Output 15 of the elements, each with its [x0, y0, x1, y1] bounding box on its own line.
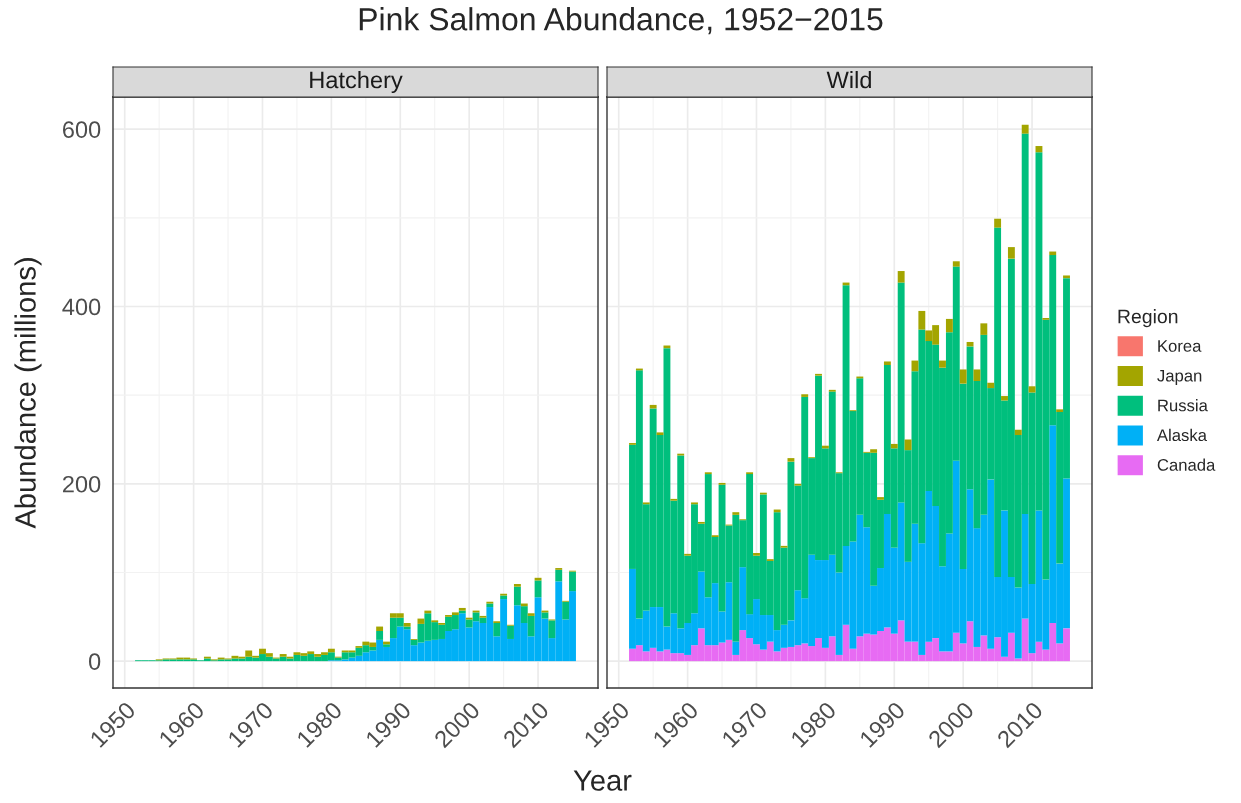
legend-label: Canada [1157, 458, 1216, 471]
chart-subtitle: Wild [826, 71, 871, 89]
y-tick-label: 0 [88, 653, 101, 670]
y-tick-label: 400 [62, 298, 101, 316]
y-tick-label: 600 [63, 121, 101, 138]
chart-title: Pink Salmon Abundance, 1952−2015 [359, 7, 883, 35]
legend-title: Region [1118, 309, 1178, 328]
legend-label: Japan [1157, 369, 1202, 385]
legend-label: Russia [1158, 399, 1208, 412]
x-axis-title: Year [573, 770, 632, 791]
y-axis-title: Abundance (millions) [14, 258, 42, 529]
legend-label: Korea [1158, 340, 1202, 352]
legend-label: Alaska [1156, 428, 1207, 442]
y-tick-label: 200 [62, 475, 101, 493]
chart-subtitle: Hatchery [310, 71, 403, 94]
